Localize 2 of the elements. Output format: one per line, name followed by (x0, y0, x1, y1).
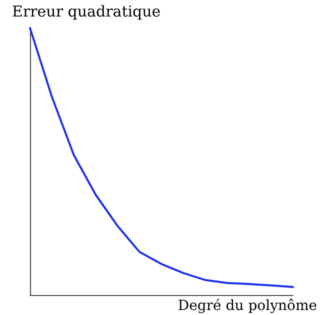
x-axis-title: Degré du polynôme (178, 298, 318, 314)
y-axis-title: Erreur quadratique (12, 2, 161, 20)
